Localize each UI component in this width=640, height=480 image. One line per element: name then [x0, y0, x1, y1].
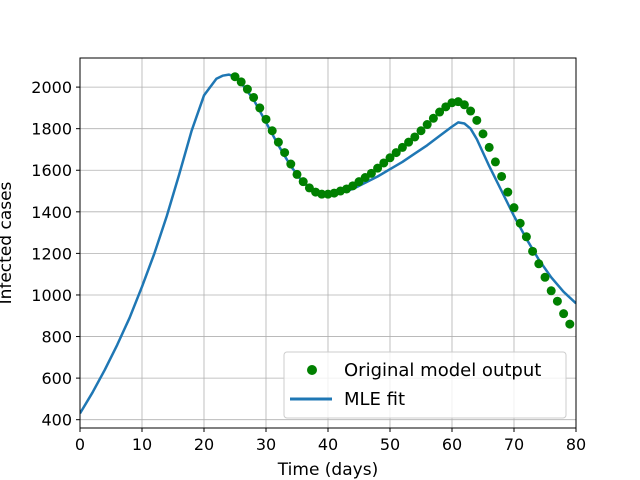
data-point: [540, 272, 550, 282]
data-point: [317, 189, 327, 199]
x-tick-label: 50: [380, 435, 400, 454]
y-tick-label: 600: [41, 369, 72, 388]
data-point: [416, 126, 426, 136]
data-point: [534, 259, 544, 269]
y-tick-label: 1200: [31, 244, 72, 263]
x-axis-label: Time (days): [277, 460, 378, 480]
data-point: [422, 120, 432, 130]
y-tick-label: 1000: [31, 286, 72, 305]
x-tick-label: 0: [75, 435, 85, 454]
x-tick-label: 20: [194, 435, 214, 454]
data-point: [521, 232, 531, 242]
data-point: [490, 157, 500, 167]
x-tick-label: 30: [256, 435, 276, 454]
data-point: [484, 142, 494, 152]
y-tick-label: 1400: [31, 203, 72, 222]
x-tick-label: 80: [566, 435, 586, 454]
data-point: [565, 319, 575, 329]
data-point: [552, 296, 562, 306]
data-point: [236, 77, 246, 87]
data-point: [273, 137, 283, 147]
data-point: [267, 126, 277, 136]
data-point: [428, 113, 438, 123]
y-tick-label: 2000: [31, 78, 72, 97]
data-point: [242, 84, 252, 94]
data-point: [515, 218, 525, 228]
data-point: [298, 177, 308, 187]
data-point: [373, 163, 383, 173]
y-tick-label: 1600: [31, 161, 72, 180]
data-point: [249, 92, 259, 102]
data-point: [230, 72, 240, 82]
y-tick-label: 800: [41, 328, 72, 347]
data-point: [528, 246, 538, 256]
data-point: [435, 107, 445, 117]
data-point: [459, 100, 469, 110]
x-tick-label: 10: [132, 435, 152, 454]
ticks: 0 10 20 30 40 50 60 70 80 400 600 800 1000 1200 1400 16…: [31, 78, 586, 454]
data-point: [366, 168, 376, 178]
data-point: [255, 103, 265, 113]
data-point: [466, 106, 476, 116]
data-point: [292, 169, 302, 179]
legend-label-original-model-output: Original model output: [344, 360, 541, 381]
data-point: [385, 153, 395, 163]
x-tick-label: 60: [442, 435, 462, 454]
data-point: [410, 132, 420, 142]
data-point: [509, 203, 519, 213]
x-tick-label: 40: [318, 435, 338, 454]
y-tick-label: 400: [41, 411, 72, 430]
data-point: [559, 309, 569, 319]
y-tick-label: 1800: [31, 120, 72, 139]
y-axis-label: Infected cases: [0, 181, 16, 304]
legend-marker-original-model-output: [307, 365, 317, 375]
legend-box: [283, 351, 567, 419]
legend: Original model output MLE fit: [283, 351, 567, 419]
data-point: [286, 159, 296, 169]
legend-label-mle-fit: MLE fit: [344, 389, 405, 410]
data-point: [261, 114, 271, 124]
data-point: [497, 171, 507, 181]
data-point: [397, 142, 407, 152]
x-tick-label: 70: [504, 435, 524, 454]
data-point: [280, 148, 290, 158]
series-layer: [80, 72, 576, 415]
data-point: [379, 158, 389, 168]
data-point: [478, 129, 488, 139]
data-point: [404, 137, 414, 147]
data-point: [472, 115, 482, 125]
grid: [79, 58, 577, 428]
data-point: [546, 286, 556, 296]
data-point: [503, 187, 513, 197]
data-point: [391, 148, 401, 158]
